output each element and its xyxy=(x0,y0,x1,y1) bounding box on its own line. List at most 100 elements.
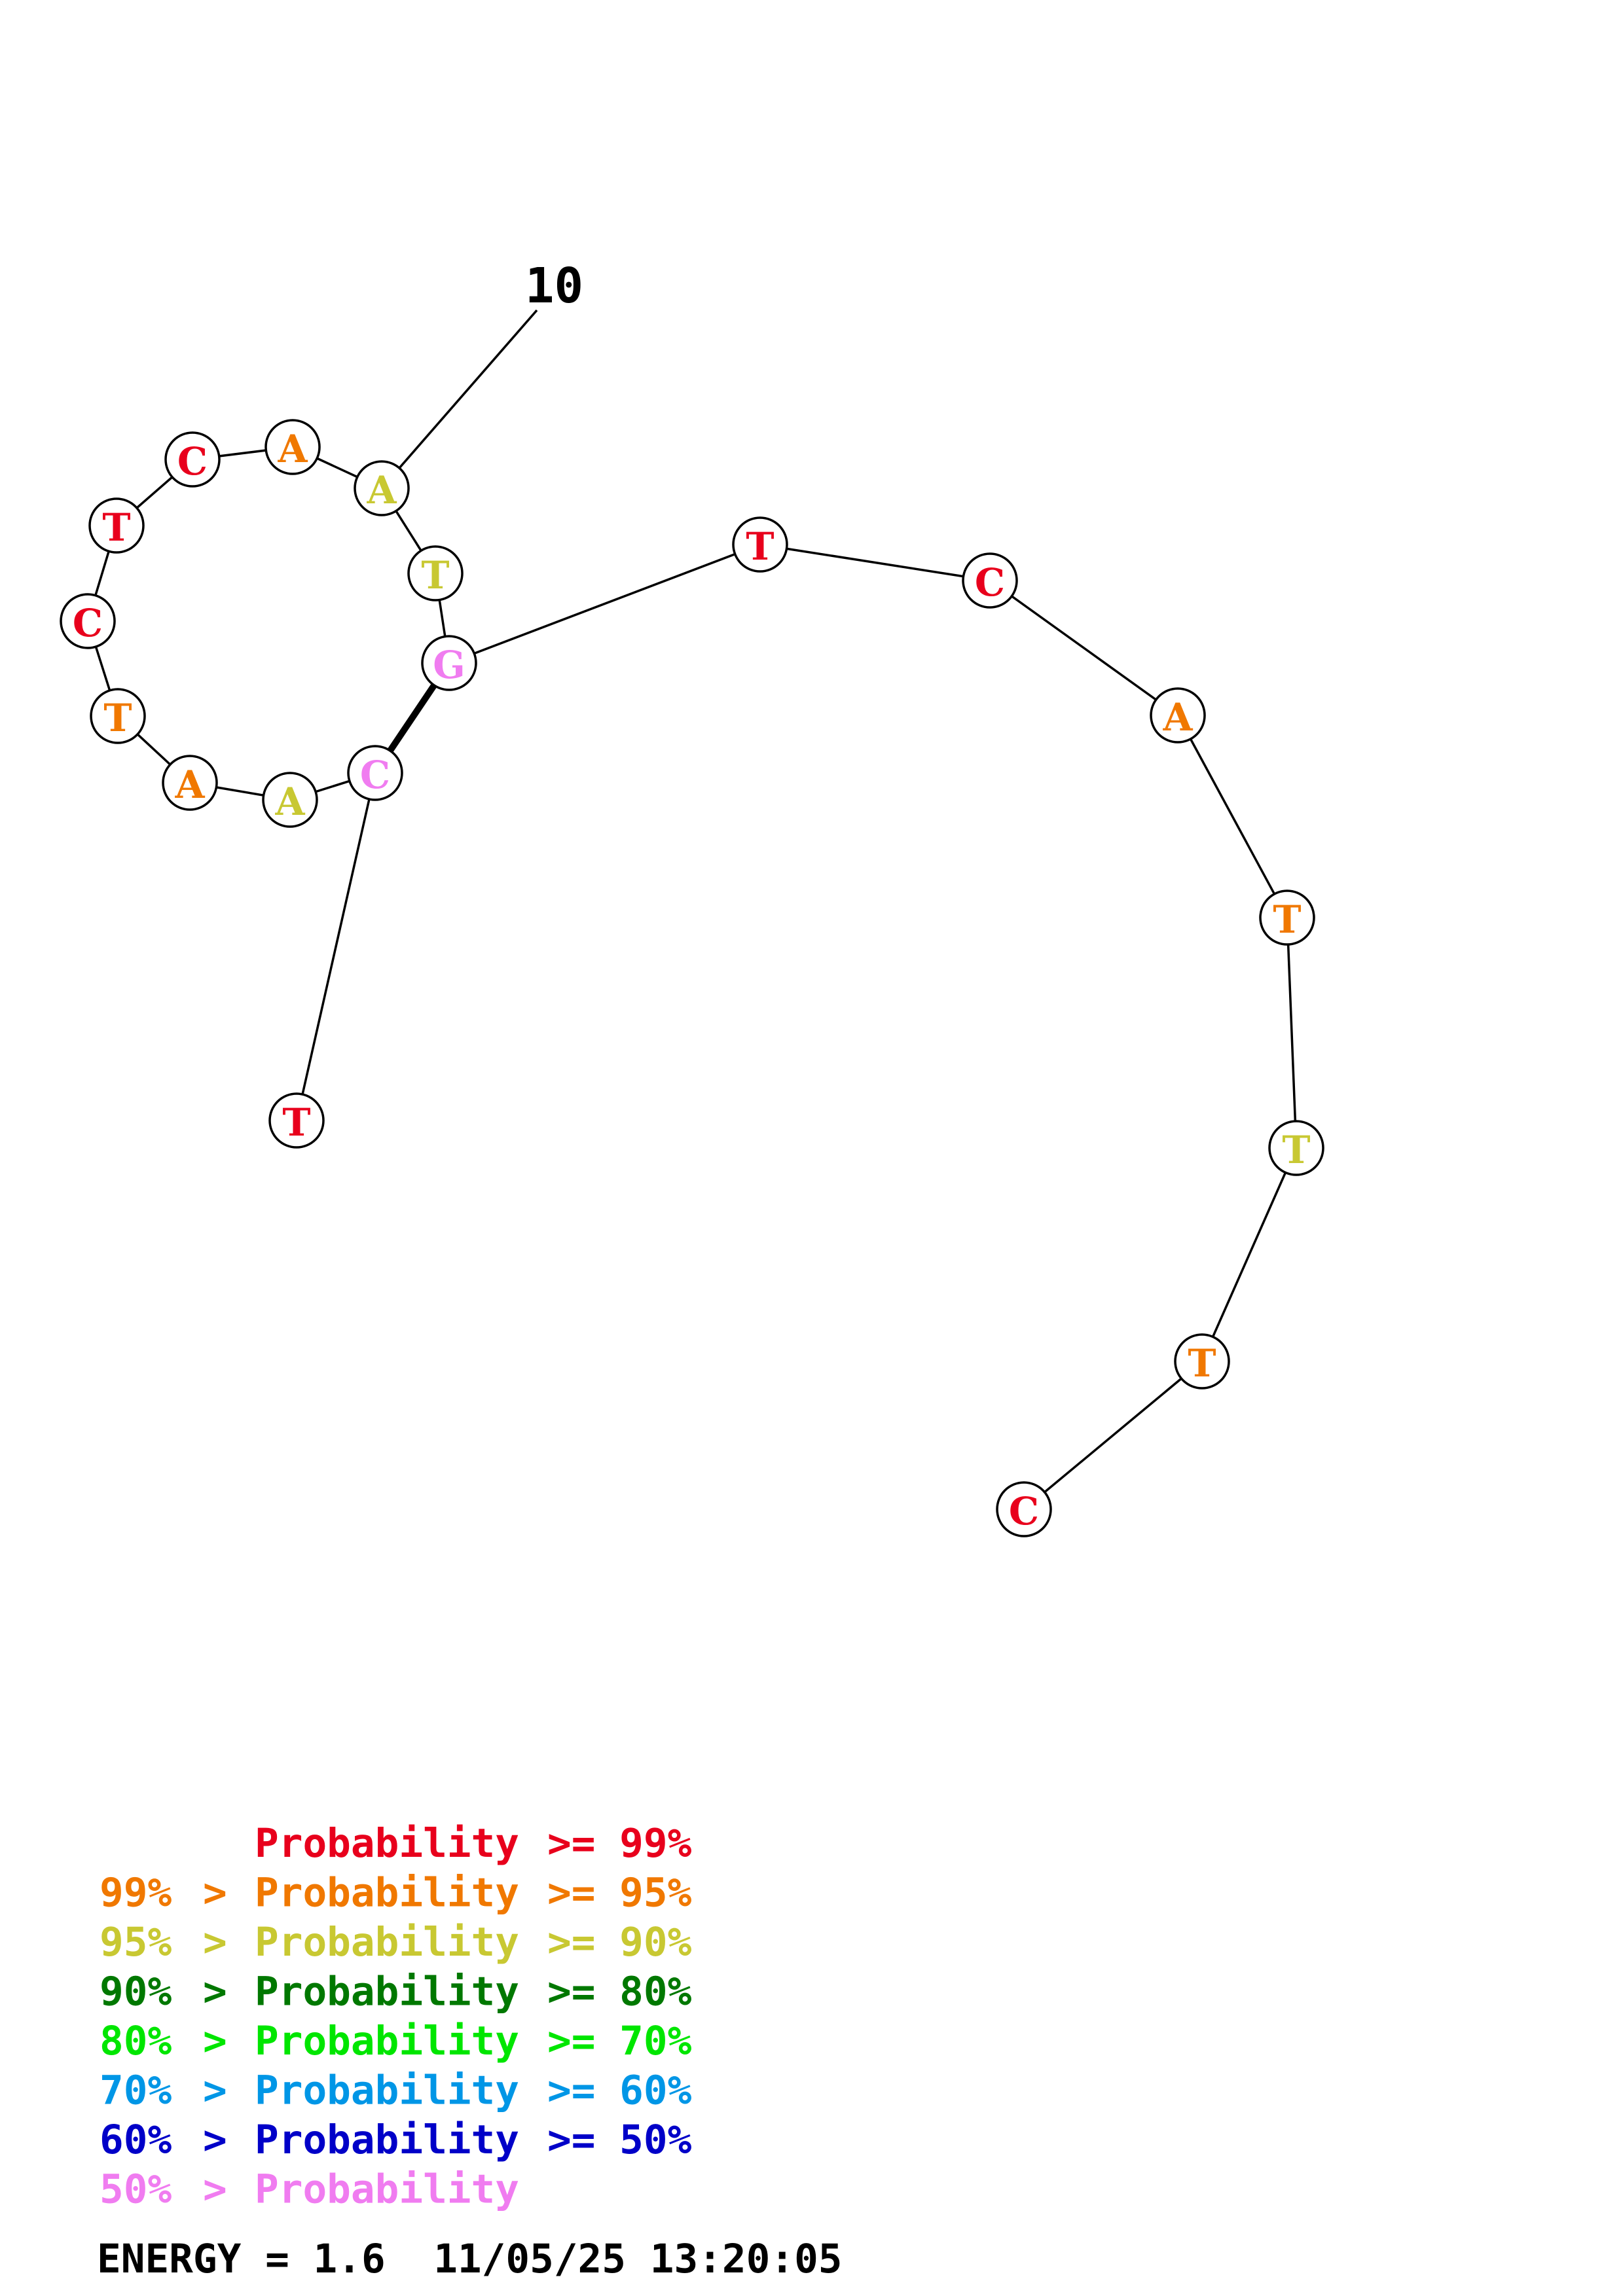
probability-legend: Probability >= 99%99% > Probability >= 95%95… xyxy=(100,1820,692,2213)
nucleotide: T xyxy=(90,688,146,744)
nucleotide-letter: T xyxy=(282,1100,310,1145)
nucleotide-letter: A xyxy=(274,780,305,824)
nucleotide-letter: G xyxy=(433,643,465,687)
legend-label: Probability xyxy=(255,1969,519,2015)
backbone-link xyxy=(1201,1147,1298,1362)
nucleotide: A xyxy=(1150,687,1206,744)
legend-prefix: 99% xyxy=(100,1870,172,1916)
nucleotide-letter: T xyxy=(1282,1128,1310,1172)
legend-connector: > xyxy=(203,2018,227,2064)
nucleotide-circle xyxy=(354,460,410,516)
nucleotide: G xyxy=(421,635,477,691)
position-label-group: 10 xyxy=(380,258,583,490)
footer-space xyxy=(626,2236,650,2282)
legend-connector: > xyxy=(203,2117,227,2163)
footer-date: 11/05/25 xyxy=(433,2236,626,2282)
nucleotide-circle xyxy=(996,1481,1052,1537)
nucleotide-circle xyxy=(88,497,145,554)
position-tick xyxy=(380,309,538,490)
legend-row: Probability >= 99% xyxy=(255,1820,692,1867)
nucleotide: T xyxy=(1259,889,1315,946)
nucleotide-circle xyxy=(90,688,146,744)
nucleotide: T xyxy=(268,1092,325,1149)
legend-label: Probability xyxy=(255,2117,519,2163)
nucleotide-letter: C xyxy=(177,439,208,484)
legend-connector: > xyxy=(203,2166,227,2213)
energy-value: 1.6 xyxy=(314,2236,386,2282)
legend-row: 99% > Probability >= 95% xyxy=(100,1870,692,1916)
nucleotide-circle xyxy=(1259,889,1315,946)
nucleotide: T xyxy=(407,545,464,601)
footer-gap xyxy=(386,2236,433,2282)
legend-label: Probability xyxy=(255,1820,519,1867)
nucleotide-letter: C xyxy=(73,601,103,645)
nucleotide-circle xyxy=(60,593,116,649)
nucleotide-circle xyxy=(962,552,1018,609)
nucleotide-letter: T xyxy=(1273,897,1301,942)
legend-row: 80% > Probability >= 70% xyxy=(100,2018,692,2064)
nucleotide: T xyxy=(1174,1333,1230,1390)
legend-label: Probability xyxy=(255,2068,519,2114)
legend-connector: > xyxy=(203,1870,227,1916)
nucleotide: T xyxy=(732,516,788,573)
nucleotide-letter: T xyxy=(746,524,774,569)
position-label: 10 xyxy=(525,258,583,314)
legend-label: Probability xyxy=(255,2166,519,2213)
nucleotide-letter: T xyxy=(102,505,130,550)
legend-row: 95% > Probability >= 90% xyxy=(100,1919,692,1965)
nucleotide-circle xyxy=(264,419,321,475)
legend-row: 50% > Probability xyxy=(100,2166,519,2213)
legend-prefix: 60% xyxy=(100,2117,172,2163)
legend-prefix: 50% xyxy=(100,2166,172,2213)
nucleotide-letter: C xyxy=(360,753,390,797)
legend-relation: >= 99% xyxy=(547,1820,692,1867)
backbone-link xyxy=(989,579,1179,717)
nucleotide: C xyxy=(60,593,116,649)
nucleotide-circle xyxy=(262,772,318,828)
backbone-link xyxy=(1023,1360,1203,1511)
legend-relation: >= 70% xyxy=(547,2018,692,2064)
backbone-link xyxy=(1176,715,1288,918)
energy-equals: = xyxy=(241,2236,313,2282)
legend-relation: >= 90% xyxy=(547,1919,692,1965)
legend-relation: >= 80% xyxy=(547,1969,692,2015)
nucleotide: C xyxy=(347,745,403,801)
backbone-link xyxy=(759,543,991,582)
nucleotide-circle xyxy=(1174,1333,1230,1390)
nucleotide-circle xyxy=(164,431,221,488)
footer-time: 13:20:05 xyxy=(650,2236,843,2282)
nucleotide-circle xyxy=(162,755,218,811)
backbone-link xyxy=(448,543,761,664)
nucleotide: C xyxy=(962,552,1018,609)
nucleotide: C xyxy=(164,431,221,488)
energy-label: ENERGY xyxy=(97,2236,242,2282)
nucleotide: C xyxy=(996,1481,1052,1537)
backbone-link xyxy=(1286,917,1298,1149)
legend-connector: > xyxy=(203,1969,227,2015)
nucleotide: A xyxy=(264,419,321,475)
nucleotide-letter: A xyxy=(1162,695,1193,740)
legend-row: 90% > Probability >= 80% xyxy=(100,1969,692,2015)
legend-label: Probability xyxy=(255,2018,519,2064)
nucleotide-letter: A xyxy=(277,427,308,471)
nucleotide: A xyxy=(354,460,410,516)
legend-relation: >= 50% xyxy=(547,2117,692,2163)
legend-connector: > xyxy=(203,2068,227,2114)
nucleotide-circle xyxy=(1268,1120,1324,1176)
legend-prefix: 95% xyxy=(100,1919,172,1965)
nucleotide: T xyxy=(1268,1120,1324,1176)
legend-relation: >= 95% xyxy=(547,1870,692,1916)
nucleotide-circle xyxy=(268,1092,325,1149)
legend-prefix: 90% xyxy=(100,1969,172,2015)
nucleotide-letter: C xyxy=(1009,1489,1039,1534)
nucleotide-letter: C xyxy=(975,560,1005,605)
nucleotide: A xyxy=(262,772,318,828)
nucleotide-letter: T xyxy=(1188,1341,1216,1386)
legend-prefix: 80% xyxy=(100,2018,172,2064)
nucleotide: T xyxy=(88,497,145,554)
nucleotide-letter: A xyxy=(174,762,205,807)
nucleotide-letter: T xyxy=(421,553,449,598)
nucleotide: A xyxy=(162,755,218,811)
